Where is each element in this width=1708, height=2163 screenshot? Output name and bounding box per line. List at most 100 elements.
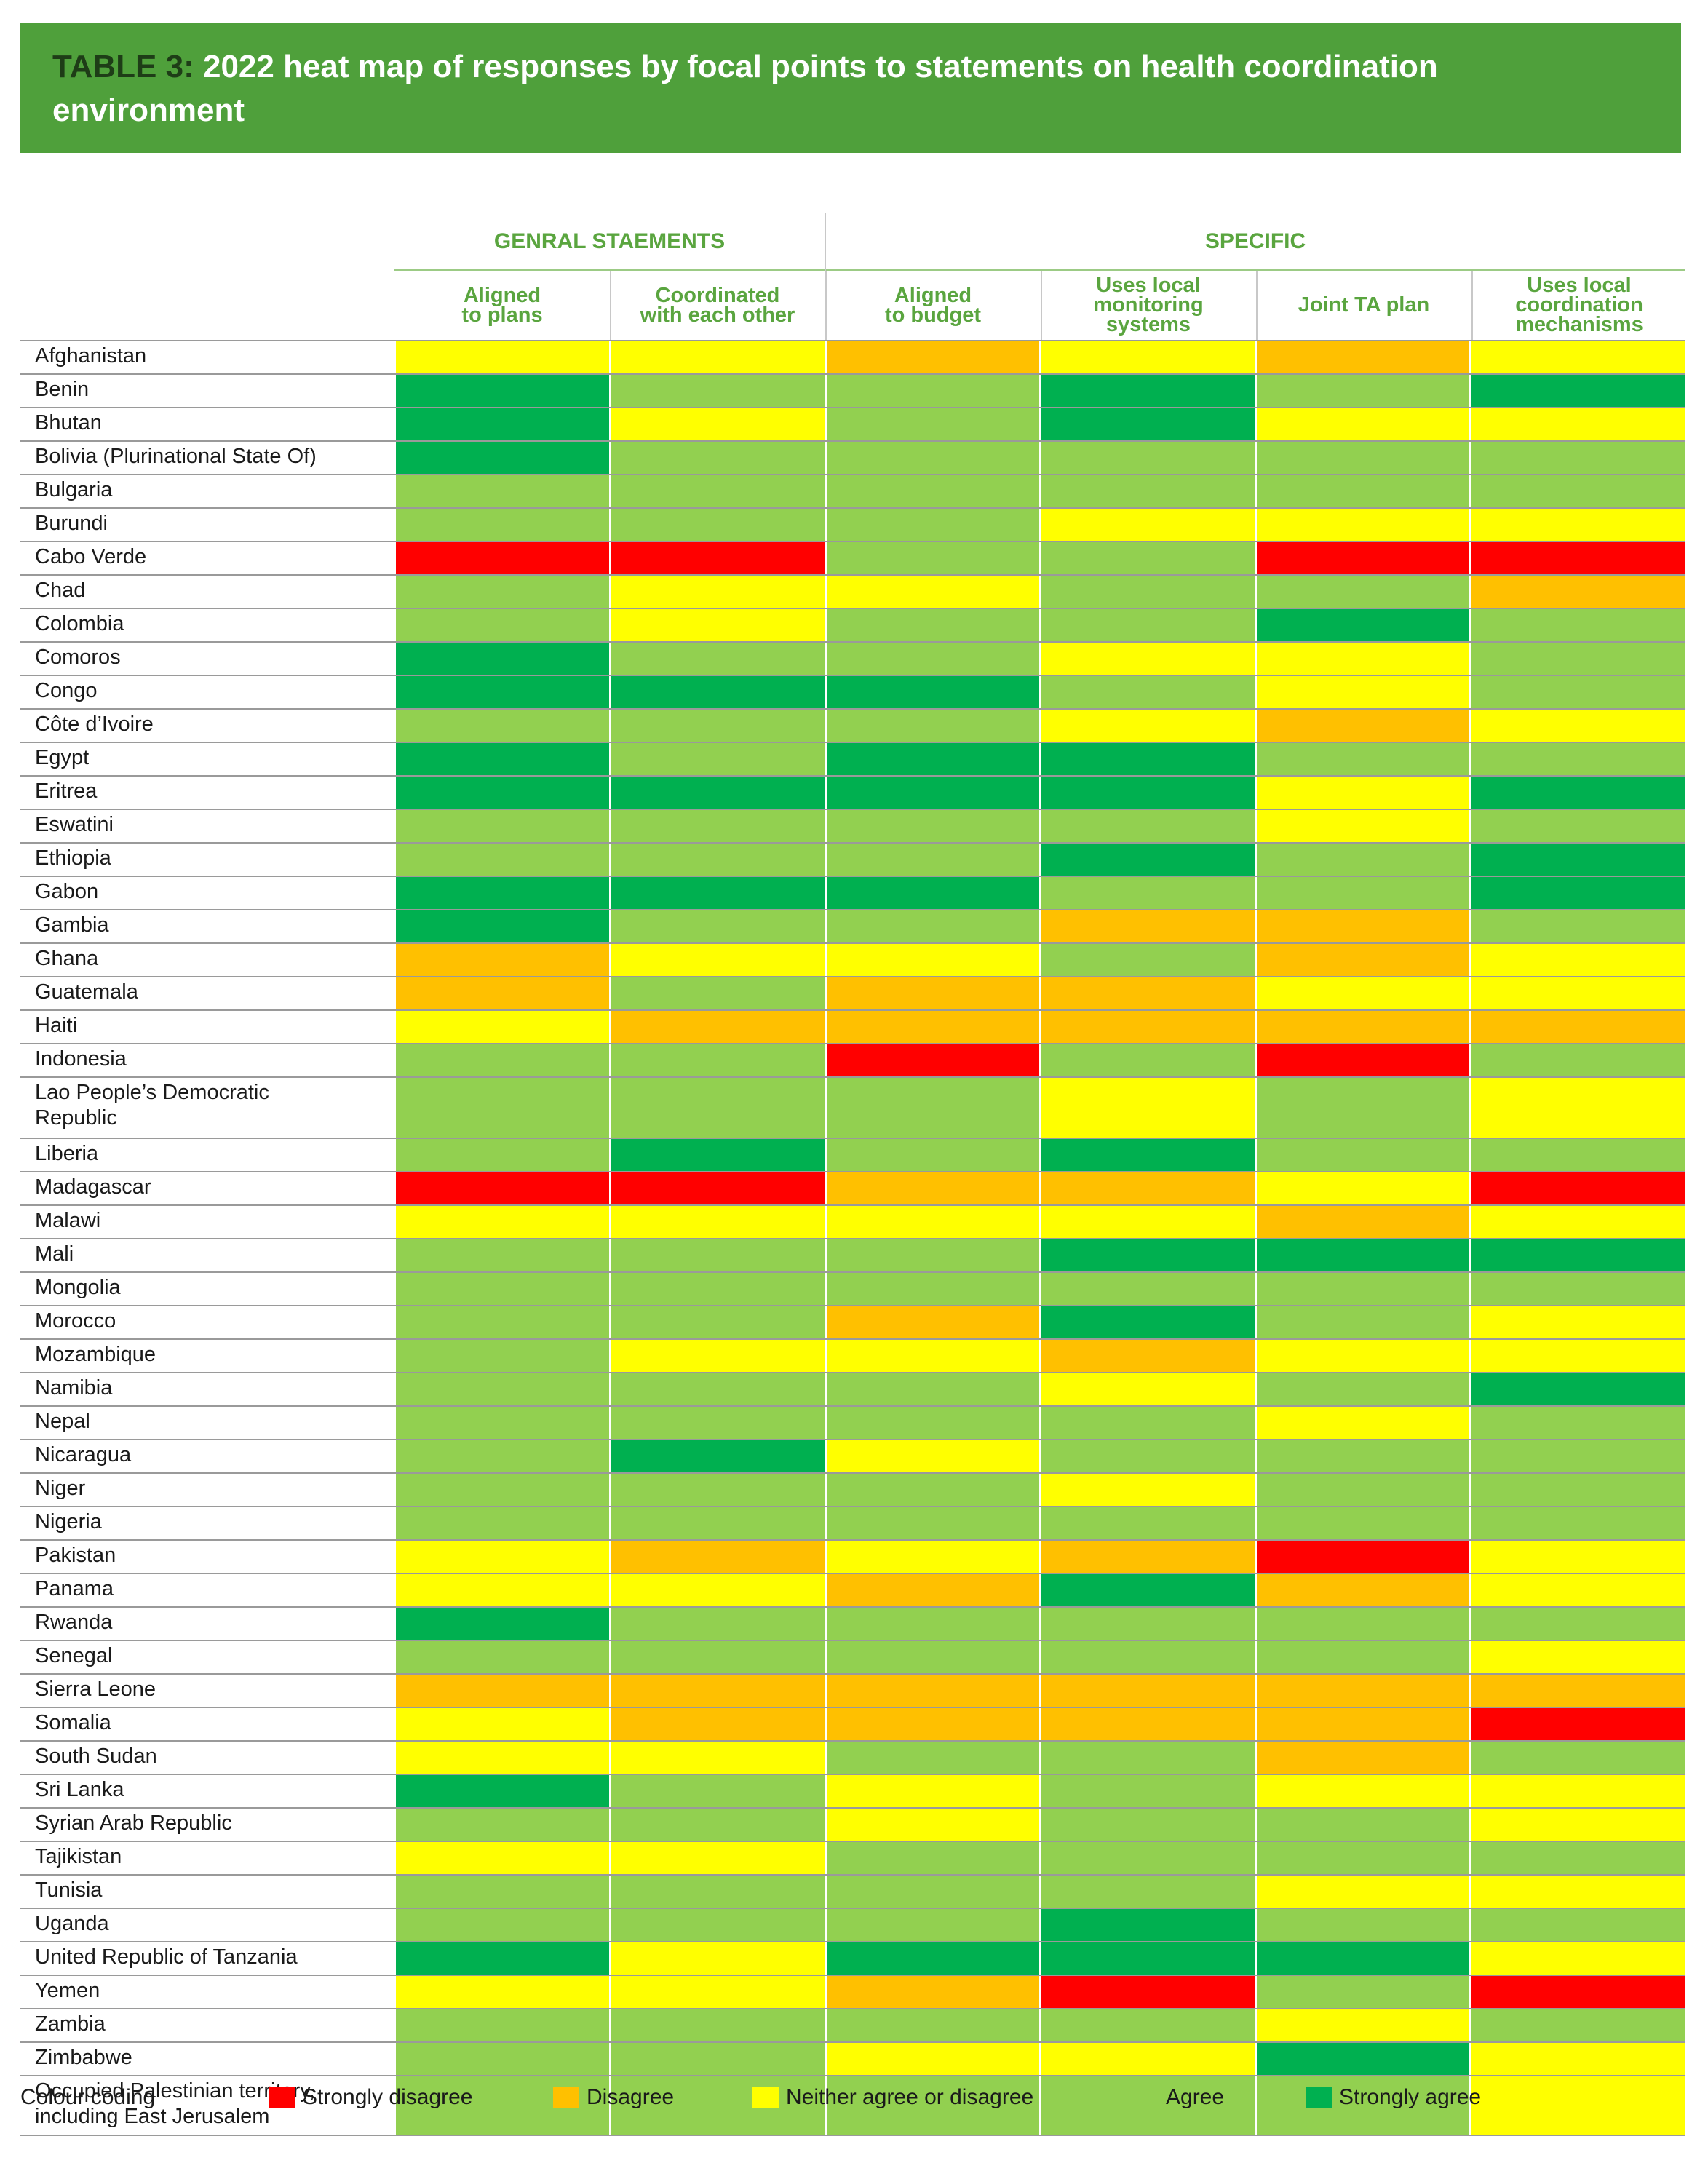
heatmap-cell bbox=[1469, 1306, 1685, 1338]
heatmap-cell bbox=[824, 1407, 1040, 1439]
row-label: Bolivia (Plurinational State Of) bbox=[35, 445, 317, 468]
row-label: Afghanistan bbox=[35, 344, 147, 368]
heatmap-cell bbox=[394, 1172, 609, 1204]
heatmap-cell bbox=[394, 1541, 609, 1573]
heatmap-cell bbox=[824, 1206, 1040, 1238]
table-row: South Sudan bbox=[20, 1740, 1685, 1774]
row-label: Cabo Verde bbox=[35, 545, 147, 568]
heatmap-cell bbox=[1469, 844, 1685, 876]
heatmap-cell bbox=[608, 542, 825, 574]
table-row: Eritrea bbox=[20, 775, 1685, 809]
heatmap-cell bbox=[1254, 1976, 1470, 2008]
table-row: Comoros bbox=[20, 641, 1685, 675]
row-label: Rwanda bbox=[35, 1611, 113, 1634]
heatmap-cell bbox=[824, 408, 1040, 440]
table-row: Madagascar bbox=[20, 1171, 1685, 1204]
heatmap-cell bbox=[1039, 408, 1255, 440]
row-label: Sierra Leone bbox=[35, 1678, 156, 1701]
heatmap-cell bbox=[394, 1340, 609, 1372]
column-header-uses-local-coordination-mechanisms: Uses local coordination mechanisms bbox=[1471, 271, 1687, 340]
column-separator bbox=[825, 271, 827, 340]
heatmap-cell bbox=[608, 442, 825, 474]
legend-swatch bbox=[553, 2087, 579, 2108]
heatmap-cell bbox=[608, 1440, 825, 1472]
heatmap-cell bbox=[1469, 676, 1685, 708]
heatmap-cell bbox=[1254, 2009, 1470, 2041]
legend-item-neither: Neither agree or disagree bbox=[752, 2083, 1033, 2112]
heatmap-cell bbox=[1254, 1909, 1470, 1941]
column-header-line: with each other bbox=[640, 303, 795, 327]
table-row: Haiti bbox=[20, 1009, 1685, 1043]
heatmap-cell bbox=[1469, 1273, 1685, 1305]
heatmap-cell bbox=[394, 1440, 609, 1472]
heatmap-cell bbox=[1039, 542, 1255, 574]
heatmap-cell bbox=[1039, 1742, 1255, 1774]
heatmap-cell bbox=[1039, 1373, 1255, 1405]
column-header-line: Aligned bbox=[463, 283, 541, 307]
heatmap-cell bbox=[1039, 1206, 1255, 1238]
table-row: Ethiopia bbox=[20, 842, 1685, 876]
heatmap-cell bbox=[1039, 1708, 1255, 1740]
heatmap-cell bbox=[608, 2009, 825, 2041]
heatmap-cell bbox=[1254, 1809, 1470, 1841]
row-label: Gabon bbox=[35, 880, 99, 903]
table-row: Indonesia bbox=[20, 1043, 1685, 1076]
column-header-uses-local-monitoring-systems: Uses local monitoring systems bbox=[1041, 271, 1256, 340]
heatmap-cell bbox=[1039, 509, 1255, 541]
heatmap-cell bbox=[1039, 643, 1255, 675]
heatmap-cell bbox=[1254, 777, 1470, 809]
heatmap-cell bbox=[1254, 1239, 1470, 1271]
heatmap-cell bbox=[1254, 1340, 1470, 1372]
row-label: United Republic of Tanzania bbox=[35, 1945, 298, 1969]
heatmap-cell bbox=[608, 1172, 825, 1204]
table-row: Senegal bbox=[20, 1640, 1685, 1673]
heatmap-cell bbox=[1039, 844, 1255, 876]
table-row: Egypt bbox=[20, 742, 1685, 775]
heatmap-cell bbox=[824, 1340, 1040, 1372]
heatmap-cell bbox=[1469, 1608, 1685, 1640]
heatmap-cell bbox=[608, 1976, 825, 2008]
heatmap-cell bbox=[394, 1775, 609, 1807]
heatmap-cell bbox=[394, 810, 609, 842]
heatmap-cell bbox=[394, 408, 609, 440]
heatmap-cell bbox=[394, 1273, 609, 1305]
table-row: Afghanistan bbox=[20, 340, 1685, 373]
row-label: Nigeria bbox=[35, 1510, 102, 1533]
heatmap-cell bbox=[1254, 1942, 1470, 1975]
heatmap-cell bbox=[1254, 910, 1470, 942]
heatmap-cell bbox=[608, 1809, 825, 1841]
heatmap-cell bbox=[824, 1608, 1040, 1640]
table-row: Pakistan bbox=[20, 1539, 1685, 1573]
heatmap-cell bbox=[394, 1876, 609, 1908]
row-label: Namibia bbox=[35, 1376, 113, 1400]
row-label: Liberia bbox=[35, 1142, 99, 1165]
heatmap-cell bbox=[1469, 2076, 1685, 2135]
heatmap-cell bbox=[608, 1742, 825, 1774]
table-row: Bolivia (Plurinational State Of) bbox=[20, 440, 1685, 474]
table-row: Lao People’s Democratic Republic bbox=[20, 1076, 1685, 1138]
heatmap-cell bbox=[1469, 777, 1685, 809]
heatmap-cell bbox=[824, 643, 1040, 675]
heatmap-cell bbox=[1039, 1078, 1255, 1138]
heatmap-cell bbox=[394, 341, 609, 373]
heatmap-cell bbox=[1254, 1206, 1470, 1238]
heatmap-cell bbox=[1039, 1608, 1255, 1640]
table-row: United Republic of Tanzania bbox=[20, 1941, 1685, 1975]
heatmap-cell bbox=[1469, 1373, 1685, 1405]
legend-swatch bbox=[752, 2087, 779, 2108]
column-separator bbox=[1471, 271, 1473, 340]
heatmap-cell bbox=[608, 1340, 825, 1372]
table-row: Bulgaria bbox=[20, 474, 1685, 507]
heatmap-cell bbox=[824, 877, 1040, 909]
heatmap-cell bbox=[1039, 1942, 1255, 1975]
heatmap-cell bbox=[394, 1708, 609, 1740]
heatmap-cell bbox=[1254, 609, 1470, 641]
heatmap-cell bbox=[608, 1474, 825, 1506]
table-row: Nicaragua bbox=[20, 1439, 1685, 1472]
table-row: Zimbabwe bbox=[20, 2041, 1685, 2075]
column-header-line: Aligned bbox=[894, 283, 972, 307]
heatmap-cell bbox=[1469, 1340, 1685, 1372]
legend-label: Neither agree or disagree bbox=[786, 2085, 1034, 2109]
row-label: Egypt bbox=[35, 746, 90, 769]
heatmap-cell bbox=[394, 743, 609, 775]
